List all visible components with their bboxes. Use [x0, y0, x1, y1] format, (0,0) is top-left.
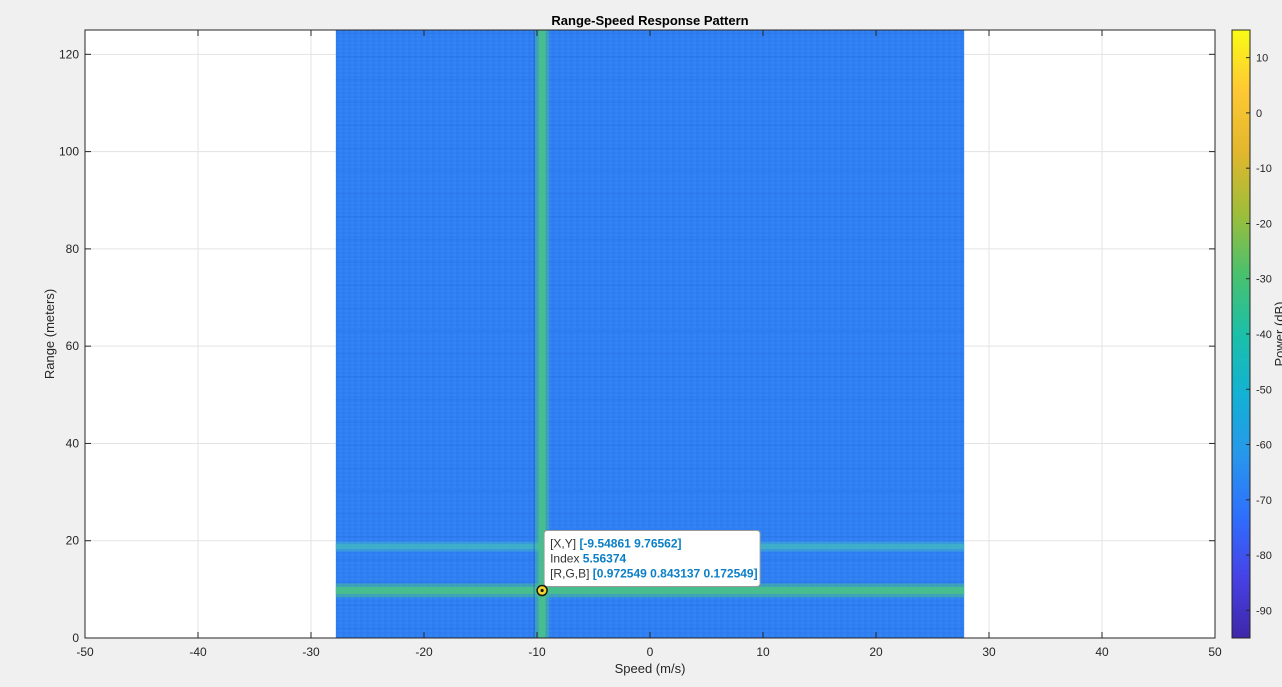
y-tick-label: 20	[66, 534, 80, 548]
y-tick-label: 100	[59, 145, 79, 159]
x-axis-ticks: -50 -40 -30 -20 -10 0 10 20 30 40 50	[76, 30, 1222, 659]
x-axis-label: Speed (m/s)	[615, 661, 686, 676]
y-axis-ticks: 0 20 40 60 80 100 120	[59, 47, 1215, 645]
colorbar-label: Power (dB)	[1272, 301, 1282, 366]
datatip-line: [X,Y] [-9.54861 9.76562]	[550, 537, 681, 551]
colorbar-tick-label: 0	[1256, 108, 1262, 120]
colorbar-tick-label: -10	[1256, 163, 1272, 175]
colorbar-tick-label: -20	[1256, 218, 1272, 230]
datatip-line: [R,G,B] [0.972549 0.843137 0.172549]	[550, 567, 758, 581]
datatip-line: Index 5.56374	[550, 552, 626, 566]
x-tick-label: 10	[756, 645, 770, 659]
datatip-value: 5.56374	[583, 552, 627, 566]
datatip[interactable]: [X,Y] [-9.54861 9.76562]Index 5.56374[R,…	[536, 530, 761, 597]
x-tick-label: 20	[869, 645, 883, 659]
colorbar-tick-label: -30	[1256, 274, 1272, 286]
chart-title: Range-Speed Response Pattern	[551, 13, 748, 28]
colorbar-tick-label: -60	[1256, 440, 1272, 452]
y-tick-label: 80	[66, 242, 80, 256]
colorbar-ticks: 10 0 -10 -20 -30 -40 -50 -60 -70 -80 -90	[1246, 53, 1272, 617]
datatip-key: [X,Y]	[550, 537, 579, 551]
x-tick-label: 40	[1095, 645, 1109, 659]
y-tick-label: 120	[59, 47, 79, 61]
x-tick-label: 0	[647, 645, 654, 659]
x-tick-label: 50	[1208, 645, 1222, 659]
y-tick-label: 60	[66, 339, 80, 353]
x-tick-label: -50	[76, 645, 94, 659]
range-band-core	[335, 586, 965, 594]
colorbar-tick-label: -80	[1256, 550, 1272, 562]
datatip-value: [-9.54861 9.76562]	[579, 537, 681, 551]
datatip-marker-dot	[540, 588, 544, 593]
y-axis-label: Range (meters)	[42, 289, 57, 379]
x-tick-label: -30	[302, 645, 320, 659]
colorbar-tick-label: -50	[1256, 384, 1272, 396]
y-tick-label: 40	[66, 436, 80, 450]
y-tick-label: 0	[72, 631, 79, 645]
x-tick-label: -20	[415, 645, 433, 659]
x-tick-label: -40	[189, 645, 207, 659]
x-tick-label: -10	[528, 645, 546, 659]
datatip-box[interactable]	[543, 530, 761, 587]
datatip-key: Index	[550, 552, 583, 566]
datatip-value: [0.972549 0.843137 0.172549]	[593, 567, 758, 581]
colorbar-tick-label: -40	[1256, 329, 1272, 341]
colorbar-tick-label: -90	[1256, 605, 1272, 617]
colorbar-tick-label: -70	[1256, 495, 1272, 507]
colorbar-tick-label: 10	[1256, 53, 1268, 65]
speed-band-core	[538, 30, 546, 638]
datatip-key: [R,G,B]	[550, 567, 593, 581]
x-tick-label: 30	[982, 645, 996, 659]
